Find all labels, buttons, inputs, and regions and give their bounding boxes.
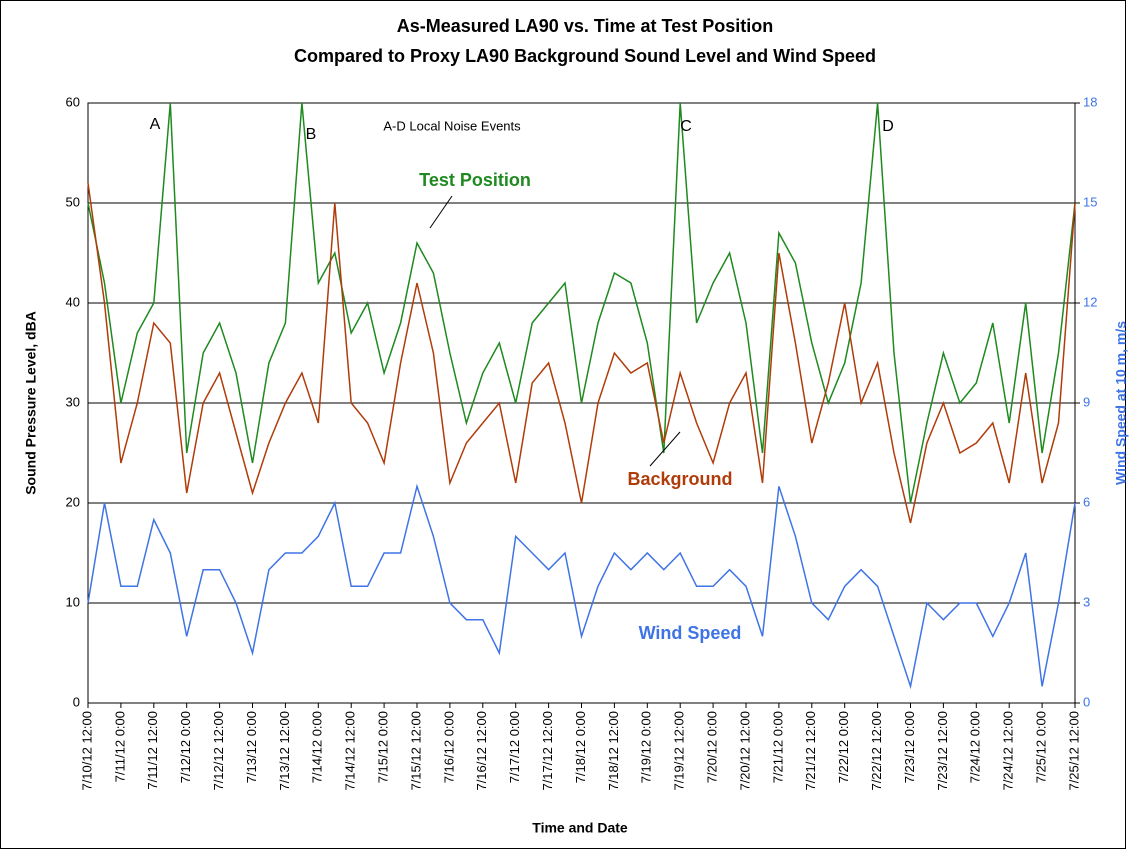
x-tick-label: 7/10/12 12:00 bbox=[79, 711, 94, 791]
y-tick-label: 40 bbox=[66, 294, 80, 309]
x-tick-label: 7/23/12 0:00 bbox=[902, 711, 917, 783]
x-tick-label: 7/14/12 0:00 bbox=[310, 711, 325, 783]
x-tick-label: 7/20/12 12:00 bbox=[737, 711, 752, 791]
x-tick-label: 7/24/12 0:00 bbox=[968, 711, 983, 783]
y-tick-label: 30 bbox=[66, 394, 80, 409]
x-tick-label: 7/17/12 0:00 bbox=[507, 711, 522, 783]
x-tick-label: 7/19/12 0:00 bbox=[639, 711, 654, 783]
x-tick-label: 7/21/12 12:00 bbox=[803, 711, 818, 791]
x-tick-label: 7/20/12 0:00 bbox=[705, 711, 720, 783]
annotation: B bbox=[306, 126, 317, 143]
annotation: D bbox=[882, 118, 894, 135]
series-line bbox=[87, 483, 1076, 690]
annotation: C bbox=[680, 118, 692, 135]
x-axis-title: Time and Date bbox=[532, 820, 628, 836]
x-tick-label: 7/16/12 0:00 bbox=[441, 711, 456, 783]
x-tick-label: 7/22/12 0:00 bbox=[836, 711, 851, 783]
y2-tick-label: 0 bbox=[1083, 694, 1090, 709]
x-tick-label: 7/15/12 0:00 bbox=[376, 711, 391, 783]
series-line bbox=[87, 102, 1076, 504]
plot-area bbox=[87, 102, 1076, 704]
x-tick-label: 7/22/12 12:00 bbox=[869, 711, 884, 791]
y-axis-title: Sound Pressure Level, dBA bbox=[23, 311, 39, 495]
annotation: A bbox=[150, 116, 161, 133]
x-tick-label: 7/25/12 0:00 bbox=[1034, 711, 1049, 783]
x-tick-label: 7/11/12 0:00 bbox=[112, 711, 127, 782]
x-tick-label: 7/18/12 0:00 bbox=[573, 711, 588, 783]
x-tick-label: 7/13/12 12:00 bbox=[277, 711, 292, 791]
leader-line bbox=[429, 195, 453, 229]
y2-tick-label: 9 bbox=[1083, 394, 1090, 409]
x-tick-label: 7/24/12 12:00 bbox=[1001, 711, 1016, 791]
y2-tick-label: 6 bbox=[1083, 494, 1090, 509]
x-tick-label: 7/14/12 12:00 bbox=[343, 711, 358, 791]
x-tick-label: 7/11/12 12:00 bbox=[145, 711, 160, 790]
x-tick-label: 7/12/12 12:00 bbox=[211, 711, 226, 791]
annotation: A-D Local Noise Events bbox=[383, 118, 521, 133]
x-tick-label: 7/21/12 0:00 bbox=[770, 711, 785, 783]
series-label: Test Position bbox=[419, 170, 531, 190]
x-tick-label: 7/23/12 12:00 bbox=[935, 711, 950, 791]
x-tick-label: 7/17/12 12:00 bbox=[540, 711, 555, 791]
x-tick-label: 7/25/12 12:00 bbox=[1066, 711, 1081, 791]
chart-title: Compared to Proxy LA90 Background Sound … bbox=[294, 46, 876, 66]
x-tick-label: 7/16/12 12:00 bbox=[474, 711, 489, 791]
x-tick-label: 7/19/12 12:00 bbox=[672, 711, 687, 791]
x-tick-label: 7/18/12 12:00 bbox=[606, 711, 621, 791]
series-label: Background bbox=[627, 469, 732, 489]
x-tick-label: 7/15/12 12:00 bbox=[408, 711, 423, 791]
y2-tick-label: 15 bbox=[1083, 194, 1097, 209]
x-tick-label: 7/13/12 0:00 bbox=[244, 711, 259, 783]
x-tick-label: 7/12/12 0:00 bbox=[178, 711, 193, 783]
y2-tick-label: 3 bbox=[1083, 594, 1090, 609]
chart-title: As-Measured LA90 vs. Time at Test Positi… bbox=[397, 16, 773, 36]
y2-tick-label: 18 bbox=[1083, 94, 1097, 109]
y-tick-label: 60 bbox=[66, 94, 80, 109]
y-tick-label: 0 bbox=[73, 694, 80, 709]
y2-tick-label: 12 bbox=[1083, 294, 1097, 309]
series-label: Wind Speed bbox=[639, 623, 742, 643]
leader-line bbox=[649, 431, 681, 467]
y-tick-label: 10 bbox=[66, 594, 80, 609]
series-line bbox=[87, 182, 1076, 524]
y-tick-label: 20 bbox=[66, 494, 80, 509]
y2-axis-title: Wind Speed at 10 m, m/s bbox=[1113, 321, 1129, 485]
y-tick-label: 50 bbox=[66, 194, 80, 209]
